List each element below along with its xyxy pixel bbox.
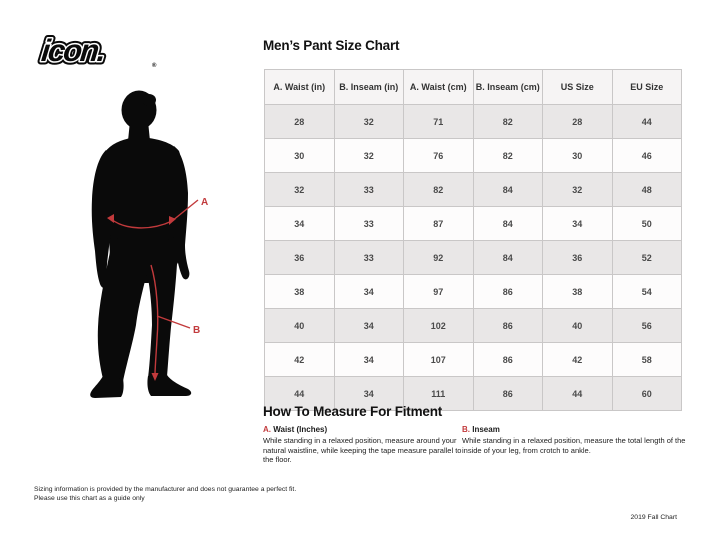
- table-cell: 82: [472, 138, 543, 173]
- size-chart-table: A. Waist (in) B. Inseam (in) A. Waist (cm)…: [264, 69, 682, 411]
- icon-brand-logo: icon. icon. icon. ®: [36, 30, 157, 72]
- size-table-body: 28 32 71 82 28 44 30 32 76 82 30 46 32 33 82 84 32 48 34 33…: [264, 104, 682, 411]
- column-header: A. Waist (cm): [403, 69, 474, 105]
- inseam-instruction-prefix: B.: [462, 425, 470, 434]
- chart-version-label: 2019 Fall Chart: [630, 514, 677, 521]
- table-cell: 28: [264, 104, 335, 139]
- table-cell: 86: [472, 376, 543, 411]
- table-row: 28 32 71 82 28 44: [264, 104, 682, 139]
- table-cell: 58: [611, 342, 682, 377]
- table-cell: 84: [472, 240, 543, 275]
- waist-instruction-label: Waist (Inches): [273, 425, 328, 434]
- table-cell: 42: [264, 342, 335, 377]
- table-cell: 40: [542, 308, 613, 343]
- table-cell: 82: [403, 172, 474, 207]
- column-header: US Size: [542, 69, 613, 105]
- table-cell: 36: [264, 240, 335, 275]
- table-cell: 86: [472, 342, 543, 377]
- waist-measure-instructions: A. Waist (Inches) While standing in a re…: [263, 425, 465, 465]
- table-cell: 34: [264, 206, 335, 241]
- table-cell: 33: [333, 172, 404, 207]
- table-cell: 44: [264, 376, 335, 411]
- sizing-disclaimer-line2: Please use this chart as a guide only: [34, 494, 145, 502]
- table-cell: 71: [403, 104, 474, 139]
- table-cell: 46: [611, 138, 682, 173]
- table-cell: 107: [403, 342, 474, 377]
- table-cell: 54: [611, 274, 682, 309]
- table-cell: 32: [333, 138, 404, 173]
- male-silhouette-figure: [90, 90, 192, 398]
- column-header: EU Size: [611, 69, 682, 105]
- sizing-disclaimer: Sizing information is provided by the ma…: [34, 486, 296, 503]
- how-to-measure-heading: How To Measure For Fitment: [263, 404, 443, 419]
- table-cell: 92: [403, 240, 474, 275]
- waist-instruction-heading: A. Waist (Inches): [263, 425, 465, 434]
- table-cell: 34: [542, 206, 613, 241]
- inseam-measure-instructions: B. Inseam While standing in a relaxed po…: [462, 425, 688, 455]
- measurement-figure: A B: [90, 90, 208, 398]
- table-cell: 84: [472, 172, 543, 207]
- waist-label-a: A: [201, 197, 208, 208]
- table-cell: 50: [611, 206, 682, 241]
- table-row: 34 33 87 84 34 50: [264, 206, 682, 241]
- table-cell: 34: [333, 308, 404, 343]
- table-cell: 76: [403, 138, 474, 173]
- table-cell: 34: [333, 342, 404, 377]
- table-row: 40 34 102 86 40 56: [264, 308, 682, 343]
- table-row: 44 34 111 86 44 60: [264, 376, 682, 411]
- table-cell: 48: [611, 172, 682, 207]
- table-cell: 44: [542, 376, 613, 411]
- table-cell: 86: [472, 308, 543, 343]
- column-header: B. Inseam (cm): [472, 69, 543, 105]
- waist-instruction-text: While standing in a relaxed position, me…: [263, 436, 462, 464]
- table-cell: 111: [403, 376, 474, 411]
- logo-text-inner-outline: icon.: [40, 33, 106, 68]
- table-cell: 56: [611, 308, 682, 343]
- size-table-head-row: A. Waist (in) B. Inseam (in) A. Waist (cm)…: [264, 69, 682, 105]
- table-cell: 102: [403, 308, 474, 343]
- table-cell: 30: [264, 138, 335, 173]
- table-cell: 32: [542, 172, 613, 207]
- table-cell: 36: [542, 240, 613, 275]
- inseam-measure-line: B: [150, 264, 200, 381]
- table-cell: 44: [611, 104, 682, 139]
- table-cell: 97: [403, 274, 474, 309]
- table-cell: 34: [333, 376, 404, 411]
- table-cell: 30: [542, 138, 613, 173]
- table-row: 30 32 76 82 30 46: [264, 138, 682, 173]
- table-row: 36 33 92 84 36 52: [264, 240, 682, 275]
- logo-text-outline: icon.: [40, 33, 106, 68]
- inseam-label-b: B: [193, 325, 200, 336]
- waist-measure-line: A: [107, 197, 208, 229]
- table-cell: 32: [333, 104, 404, 139]
- registered-trademark-icon: ®: [152, 62, 157, 69]
- table-cell: 38: [264, 274, 335, 309]
- inseam-instruction-heading: B. Inseam: [462, 425, 688, 434]
- table-cell: 60: [611, 376, 682, 411]
- inseam-instruction-text: While standing in a relaxed position, me…: [462, 436, 686, 455]
- table-cell: 34: [333, 274, 404, 309]
- sizing-disclaimer-line1: Sizing information is provided by the ma…: [34, 486, 297, 493]
- table-cell: 84: [472, 206, 543, 241]
- table-row: 38 34 97 86 38 54: [264, 274, 682, 309]
- table-row: 42 34 107 86 42 58: [264, 342, 682, 377]
- table-cell: 52: [611, 240, 682, 275]
- table-cell: 38: [542, 274, 613, 309]
- column-header: B. Inseam (in): [333, 69, 404, 105]
- table-row: 32 33 82 84 32 48: [264, 172, 682, 207]
- table-cell: 42: [542, 342, 613, 377]
- logo-text: icon.: [40, 33, 106, 68]
- table-cell: 82: [472, 104, 543, 139]
- table-cell: 86: [472, 274, 543, 309]
- column-header: A. Waist (in): [264, 69, 335, 105]
- table-cell: 28: [542, 104, 613, 139]
- table-cell: 33: [333, 206, 404, 241]
- inseam-instruction-label: Inseam: [472, 425, 500, 434]
- table-cell: 87: [403, 206, 474, 241]
- table-cell: 32: [264, 172, 335, 207]
- page-title: Men’s Pant Size Chart: [263, 38, 400, 53]
- waist-instruction-prefix: A.: [263, 425, 271, 434]
- table-cell: 33: [333, 240, 404, 275]
- table-cell: 40: [264, 308, 335, 343]
